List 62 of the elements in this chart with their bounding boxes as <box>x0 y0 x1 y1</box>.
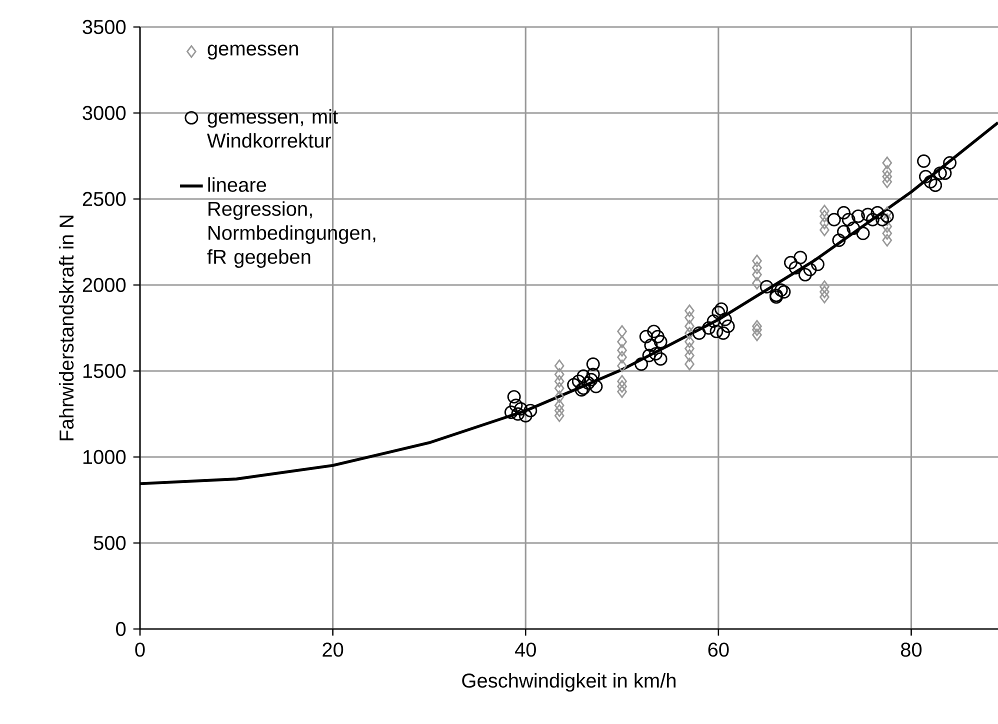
legend-label: gemessen, mit Windkorrektur <box>207 109 338 148</box>
point <box>617 385 627 398</box>
point <box>752 268 762 282</box>
point <box>684 304 694 318</box>
y-tick-label: 2000 <box>82 278 126 292</box>
point <box>882 156 892 170</box>
point <box>882 175 892 188</box>
y-tick-label: 1500 <box>83 364 126 378</box>
y-tick-label: 0 <box>116 622 126 636</box>
point <box>882 227 892 240</box>
point <box>684 335 694 348</box>
point <box>820 224 830 236</box>
point <box>617 350 627 364</box>
point <box>617 374 627 388</box>
x-tick-label: 20 <box>322 642 344 657</box>
legend-label: lineare Regression, Normbedingungen, fR gegeben <box>207 177 376 268</box>
x-tick-label: 0 <box>135 642 145 657</box>
point <box>684 320 694 333</box>
point <box>554 399 564 412</box>
point <box>617 325 627 338</box>
y-tick-label: 500 <box>94 536 126 550</box>
point <box>617 335 627 348</box>
point <box>752 276 762 290</box>
point <box>752 328 762 342</box>
point <box>820 216 830 230</box>
legend-label: gemessen <box>208 44 298 60</box>
point <box>554 374 564 388</box>
point <box>752 254 762 268</box>
point <box>684 358 694 370</box>
point <box>820 280 830 294</box>
point <box>752 261 762 274</box>
x-tick-label: 40 <box>514 642 536 657</box>
y-tick-label: 3000 <box>82 106 126 120</box>
point <box>684 342 694 355</box>
point <box>617 360 627 372</box>
point <box>752 323 762 336</box>
point <box>554 382 564 395</box>
point <box>554 360 564 372</box>
point <box>684 311 694 324</box>
point <box>684 326 694 340</box>
point <box>820 286 830 298</box>
point <box>617 344 627 357</box>
point <box>882 165 892 178</box>
point <box>554 409 564 422</box>
y-tick-label: 2500 <box>82 192 126 206</box>
point <box>554 368 564 381</box>
x-tick-label: 60 <box>708 642 729 657</box>
x-tick-label: 80 <box>900 642 922 657</box>
y-axis-title: Fahrwiderstandskraft in N <box>58 216 74 440</box>
y-tick-label: 3500 <box>82 20 126 34</box>
point <box>554 404 564 417</box>
x-axis-title: Geschwindigkeit in km/h <box>462 673 676 692</box>
point <box>617 380 627 393</box>
point <box>554 390 564 404</box>
y-tick-label: 1000 <box>83 450 126 464</box>
point <box>820 210 830 223</box>
point <box>882 234 892 247</box>
point <box>820 204 830 218</box>
point <box>752 320 762 333</box>
point <box>820 290 830 304</box>
point <box>684 349 694 362</box>
point <box>882 170 892 183</box>
